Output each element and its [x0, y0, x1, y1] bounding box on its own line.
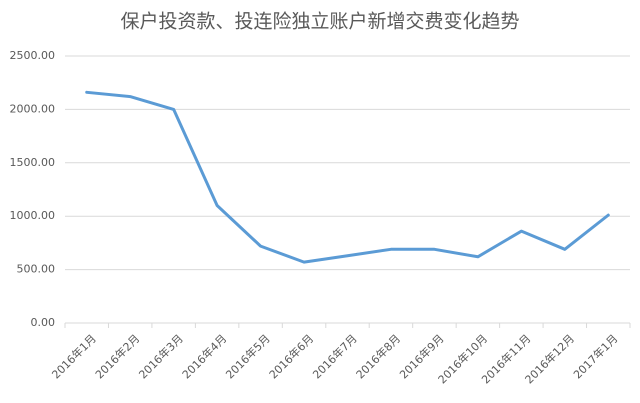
x-tick-label: 2016年3月: [136, 331, 186, 381]
y-tick-label: 0.00: [31, 316, 56, 329]
x-tick-label: 2016年7月: [310, 331, 360, 381]
data-line: [85, 90, 610, 264]
x-tick-label: 2016年8月: [353, 331, 403, 381]
x-tick-label: 2016年5月: [223, 331, 273, 381]
y-tick-label: 1500.00: [10, 156, 56, 169]
x-tick-label: 2016年4月: [179, 331, 229, 381]
y-tick-label: 1000.00: [10, 209, 56, 222]
chart-title: 保户投资款、投连险独立账户新增交费变化趋势: [120, 11, 519, 33]
x-tick-label: 2016年1月: [49, 331, 99, 381]
y-tick-label: 2000.00: [10, 102, 56, 115]
x-tick-label: 2017年1月: [570, 331, 620, 381]
y-tick-label: 500.00: [17, 263, 56, 276]
y-tick-label: 2500.00: [10, 49, 56, 62]
x-tick-label: 2016年6月: [266, 331, 316, 381]
x-tick-label: 2016年2月: [92, 331, 142, 381]
